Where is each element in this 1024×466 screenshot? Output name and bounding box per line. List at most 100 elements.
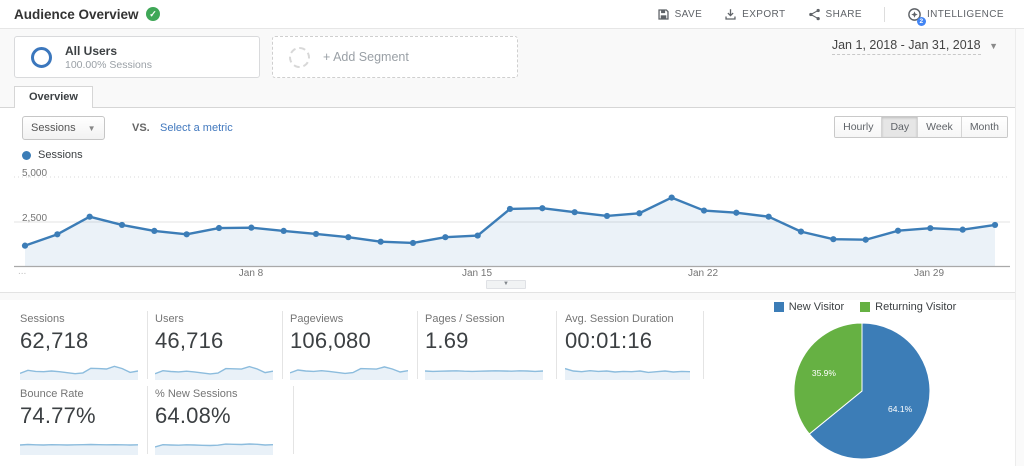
pageviews-sparkline (290, 366, 408, 380)
data-point[interactable] (248, 224, 255, 231)
data-point[interactable] (506, 205, 514, 213)
y-axis-tick: 2,500 (22, 213, 48, 224)
select-metric-link[interactable]: Select a metric (160, 122, 233, 134)
data-point[interactable] (86, 213, 93, 220)
data-point[interactable] (474, 232, 481, 239)
header-divider (883, 7, 885, 22)
chevron-down-icon: ▼ (989, 41, 998, 51)
granularity-button-hourly[interactable]: Hourly (835, 117, 882, 137)
data-point[interactable] (280, 227, 287, 234)
pie-legend: New Visitor Returning Visitor (755, 301, 975, 313)
share-button[interactable]: SHARE (808, 8, 862, 21)
scorecard-users[interactable]: Users 46,716 (155, 313, 277, 380)
granularity-button-day[interactable]: Day (881, 117, 918, 137)
data-point[interactable] (700, 207, 708, 214)
pages-per-session-sparkline (425, 370, 543, 380)
data-point[interactable] (377, 238, 384, 245)
visitor-type-pie-chart[interactable]: 64.1% 35.9% (792, 321, 932, 461)
card-divider (282, 311, 283, 379)
pie-slice-label: 64.1% (888, 404, 913, 414)
scorecard-new-sessions[interactable]: % New Sessions 64.08% (155, 388, 277, 455)
data-point[interactable] (862, 236, 869, 243)
data-point[interactable] (668, 194, 675, 201)
scorecard-pages-per-session[interactable]: Pages / Session 1.69 (425, 313, 547, 380)
segment-detail: 100.00% Sessions (65, 58, 152, 71)
data-point[interactable] (830, 236, 837, 243)
data-point[interactable] (959, 226, 966, 233)
pie-slice-label: 35.9% (812, 368, 837, 378)
x-axis-tick: Jan 15 (461, 268, 493, 279)
returning-visitor-swatch-icon (860, 302, 871, 312)
save-button[interactable]: SAVE (657, 8, 703, 21)
chart-legend: Sessions (22, 149, 83, 161)
scorecard-bounce-rate[interactable]: Bounce Rate 74.77% (20, 388, 142, 455)
data-point[interactable] (991, 221, 999, 229)
data-point[interactable] (21, 242, 29, 249)
users-sparkline (155, 365, 273, 380)
data-point[interactable] (636, 210, 643, 217)
bounce-rate-sparkline (20, 443, 138, 455)
metric-select-dropdown[interactable]: Sessions ▼ (22, 116, 105, 140)
data-point[interactable] (215, 224, 223, 232)
segment-ring-icon (31, 46, 52, 68)
scorecard-sessions[interactable]: Sessions 62,718 (20, 313, 142, 380)
timeline-expander-handle[interactable]: ▼ (486, 280, 526, 289)
pie-slice-returning-visitor[interactable] (793, 322, 863, 435)
data-point[interactable] (151, 227, 158, 234)
x-axis-tick: Jan 22 (687, 268, 719, 279)
granularity-button-month[interactable]: Month (960, 117, 1007, 137)
data-point[interactable] (345, 234, 352, 241)
card-divider (147, 386, 148, 454)
x-axis-edge-label: ... (18, 266, 27, 277)
data-point[interactable] (927, 225, 934, 232)
granularity-button-week[interactable]: Week (917, 117, 961, 137)
data-point[interactable] (571, 209, 578, 216)
intelligence-badge: 2 (916, 17, 926, 26)
data-point[interactable] (312, 230, 320, 238)
data-point[interactable] (894, 227, 902, 234)
segment-all-users[interactable]: All Users 100.00% Sessions (14, 36, 260, 78)
export-button[interactable]: EXPORT (724, 8, 785, 21)
legend-item-returning-visitor: Returning Visitor (860, 301, 956, 313)
card-divider (147, 311, 148, 379)
data-point[interactable] (603, 212, 611, 220)
data-point[interactable] (183, 231, 190, 238)
verified-check-icon: ✓ (146, 7, 160, 21)
card-divider (556, 311, 557, 379)
data-point[interactable] (797, 228, 805, 235)
new-visitor-swatch-icon (773, 302, 784, 312)
scorecard-pageviews[interactable]: Pageviews 106,080 (290, 313, 412, 380)
page-title: Audience Overview (14, 7, 139, 22)
x-axis-tick: Jan 29 (913, 268, 945, 279)
header-bar: Audience Overview ✓ SAVE EXPORT SHARE (0, 0, 1024, 29)
intelligence-button[interactable]: 2 INTELLIGENCE (907, 7, 1004, 26)
sessions-legend-dot-icon (22, 150, 31, 160)
date-range-text: Jan 1, 2018 - Jan 31, 2018 (831, 38, 981, 55)
card-divider (293, 386, 294, 454)
share-icon (808, 8, 821, 21)
granularity-toggle: Hourly Day Week Month (834, 116, 1008, 138)
page-scrollbar[interactable] (1015, 29, 1024, 466)
vs-label: VS. (132, 122, 150, 134)
data-point[interactable] (118, 221, 126, 229)
data-point[interactable] (54, 231, 61, 238)
legend-item-new-visitor: New Visitor (773, 301, 844, 313)
date-range-selector[interactable]: Jan 1, 2018 - Jan 31, 2018 ▼ (831, 38, 998, 55)
data-point[interactable] (765, 213, 772, 220)
tab-overview[interactable]: Overview (14, 86, 93, 108)
avg-session-duration-sparkline (565, 367, 690, 380)
data-point[interactable] (442, 234, 449, 241)
scorecard-avg-session-duration[interactable]: Avg. Session Duration 00:01:16 (565, 313, 695, 380)
sessions-line-chart[interactable] (14, 168, 1010, 268)
new-sessions-sparkline (155, 443, 273, 455)
data-point[interactable] (733, 209, 740, 216)
export-icon (724, 8, 737, 21)
header-actions: SAVE EXPORT SHARE 2 INTELLIGEN (657, 0, 1004, 29)
x-axis-tick: Jan 8 (238, 268, 264, 279)
data-point[interactable] (539, 205, 546, 212)
pie-slice-new-visitor[interactable] (808, 322, 931, 460)
intelligence-icon: 2 (907, 7, 926, 26)
data-point[interactable] (409, 239, 417, 247)
add-segment-button[interactable]: + Add Segment (272, 36, 518, 78)
